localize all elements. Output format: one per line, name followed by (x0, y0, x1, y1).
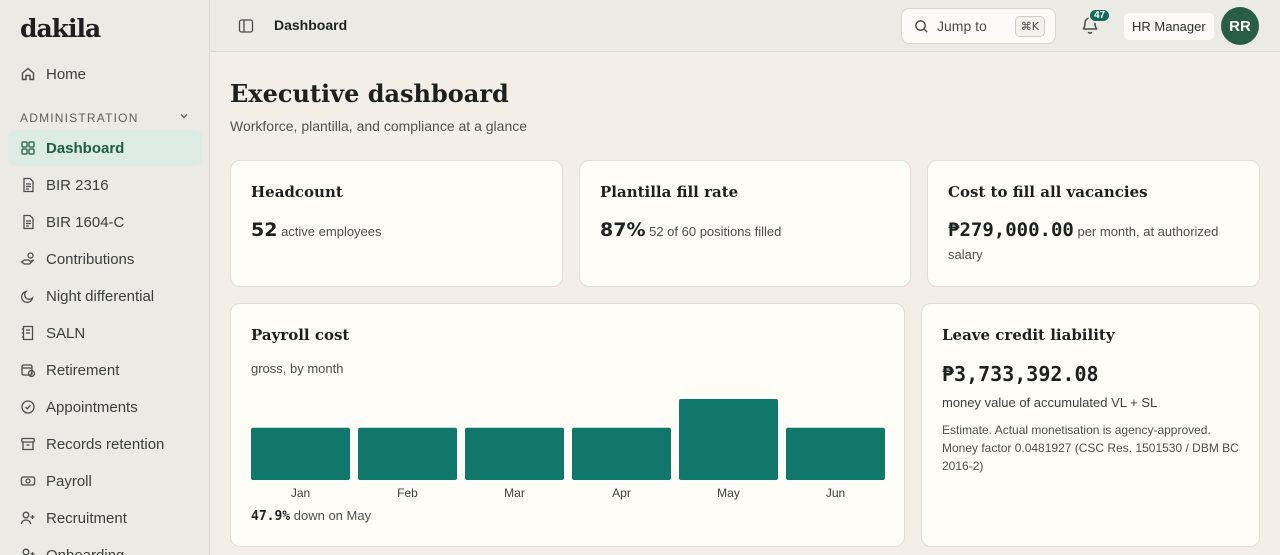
sidebar-item-records-retention[interactable]: Records retention (8, 426, 202, 462)
moon-icon (20, 288, 36, 304)
page-subtitle: Workforce, plantilla, and compliance at … (230, 118, 528, 134)
fill-rate-card: Plantilla fill rate 87% 52 of 60 positio… (579, 160, 911, 287)
page-title: Executive dashboard (230, 79, 509, 108)
sidebar-item-label: Recruitment (46, 509, 127, 527)
payroll-cost-card: Payroll cost gross, by month Jan Feb Mar Ap… (230, 303, 905, 547)
sidebar-item-contributions[interactable]: Contributions (8, 241, 202, 277)
section-label: ADMINISTRATION (20, 110, 139, 125)
card-title: Cost to fill all vacancies (948, 183, 1148, 201)
sidebar-item-label: Onboarding (46, 546, 125, 555)
sidebar-item-label: SALN (46, 324, 86, 342)
payroll-bar-chart: Jan Feb Mar Apr May Jun (251, 399, 885, 500)
card-title: Leave credit liability (942, 326, 1115, 344)
top-bar: Dashboard Jump to ⌘K 47 HR Manager RR (210, 0, 1280, 52)
sidebar-item-label: BIR 2316 (46, 176, 109, 194)
sidebar-item-label: Dashboard (46, 139, 125, 157)
bar-apr[interactable] (572, 427, 671, 480)
sidebar-item-recruitment[interactable]: Recruitment (8, 500, 202, 536)
sidebar: dakila Home ADMINISTRATION Dashboard BIR … (0, 0, 210, 555)
fill-rate-stat: 87% 52 of 60 positions filled (600, 219, 890, 243)
vacancy-cost-suffix: per month, at authorized salary (948, 224, 1219, 262)
sidebar-item-label: Payroll (46, 472, 92, 490)
sidebar-item-retirement[interactable]: Retirement (8, 352, 202, 388)
x-tick-label: May (717, 486, 740, 500)
sidebar-item-label: Appointments (46, 398, 138, 416)
bar-jun[interactable] (786, 427, 885, 480)
jump-to-label: Jump to (937, 18, 987, 34)
notification-count-badge: 47 (1088, 8, 1112, 23)
chart-subtitle: gross, by month (251, 361, 344, 376)
home-icon (20, 66, 36, 82)
card-title: Headcount (251, 183, 343, 201)
payroll-change-text: down on May (293, 508, 372, 523)
leave-liability-desc: money value of accumulated VL + SL (942, 395, 1158, 410)
payroll-change: 47.9% down on May (251, 508, 371, 524)
sidebar-item-appointments[interactable]: Appointments (8, 389, 202, 425)
card-title: Plantilla fill rate (600, 183, 739, 201)
ledger-icon (20, 325, 36, 341)
vacancy-cost-stat: ₱279,000.00 per month, at authorized sal… (948, 219, 1239, 266)
search-icon (914, 19, 929, 34)
section-administration[interactable]: ADMINISTRATION (20, 110, 190, 125)
user-plus-icon (20, 510, 36, 526)
headcount-suffix: active employees (281, 224, 382, 239)
jump-to-button[interactable]: Jump to ⌘K (901, 8, 1056, 44)
sidebar-item-bir-2316[interactable]: BIR 2316 (8, 167, 202, 203)
sidebar-item-label: BIR 1604-C (46, 213, 125, 231)
payroll-change-value: 47.9% (251, 509, 291, 524)
sidebar-item-payroll[interactable]: Payroll (8, 463, 202, 499)
headcount-card: Headcount 52 active employees (230, 160, 563, 287)
vacancy-cost-value: ₱279,000.00 (948, 219, 1074, 241)
sidebar-item-onboarding[interactable]: Onboarding (8, 537, 202, 555)
sidebar-item-dashboard[interactable]: Dashboard (8, 130, 202, 166)
banknote-icon (20, 473, 36, 489)
leave-liability-value: ₱3,733,392.08 (942, 362, 1099, 386)
shortcut-hint: ⌘K (1014, 16, 1045, 37)
sidebar-item-label: Night differential (46, 287, 155, 305)
headcount-stat: 52 active employees (251, 219, 542, 243)
leave-liability-card: Leave credit liability ₱3,733,392.08 mon… (921, 303, 1260, 547)
app-logo[interactable]: dakila (20, 14, 101, 43)
sidebar-item-label: Home (46, 65, 87, 83)
sidebar-item-home[interactable]: Home (8, 56, 202, 92)
grid-icon (20, 140, 36, 156)
hand-coins-icon (20, 251, 36, 267)
bar-jan[interactable] (251, 427, 350, 480)
x-tick-label: Jan (291, 486, 310, 500)
document-icon (20, 177, 36, 193)
breadcrumb: Dashboard (274, 17, 348, 33)
headcount-value: 52 (251, 219, 278, 241)
avatar[interactable]: RR (1221, 7, 1259, 45)
document-icon (20, 214, 36, 230)
sidebar-toggle-icon[interactable] (238, 18, 254, 34)
x-tick-label: Feb (397, 486, 418, 500)
sidebar-item-label: Retirement (46, 361, 120, 379)
sidebar-item-label: Records retention (46, 435, 165, 453)
vacancy-cost-card: Cost to fill all vacancies ₱279,000.00 p… (927, 160, 1260, 287)
bar-may[interactable] (679, 399, 778, 480)
calendar-clock-icon (20, 362, 36, 378)
sidebar-item-label: Contributions (46, 250, 135, 268)
bar-feb[interactable] (358, 427, 457, 480)
user-plus-icon (20, 547, 36, 555)
bar-mar[interactable] (465, 427, 564, 480)
fill-rate-suffix: 52 of 60 positions filled (649, 224, 782, 239)
x-tick-label: Apr (612, 486, 631, 500)
leave-liability-note: Estimate. Actual monetisation is agency-… (942, 423, 1239, 473)
archive-icon (20, 436, 36, 452)
x-tick-label: Jun (826, 486, 845, 500)
role-switcher[interactable]: HR Manager (1124, 13, 1214, 40)
chevron-down-icon (178, 110, 190, 125)
sidebar-item-saln[interactable]: SALN (8, 315, 202, 351)
check-circle-icon (20, 399, 36, 415)
sidebar-item-bir-1604-c[interactable]: BIR 1604-C (8, 204, 202, 240)
sidebar-item-night-differential[interactable]: Night differential (8, 278, 202, 314)
card-title: Payroll cost (251, 326, 350, 344)
x-tick-label: Mar (504, 486, 525, 500)
fill-rate-value: 87% (600, 219, 646, 241)
